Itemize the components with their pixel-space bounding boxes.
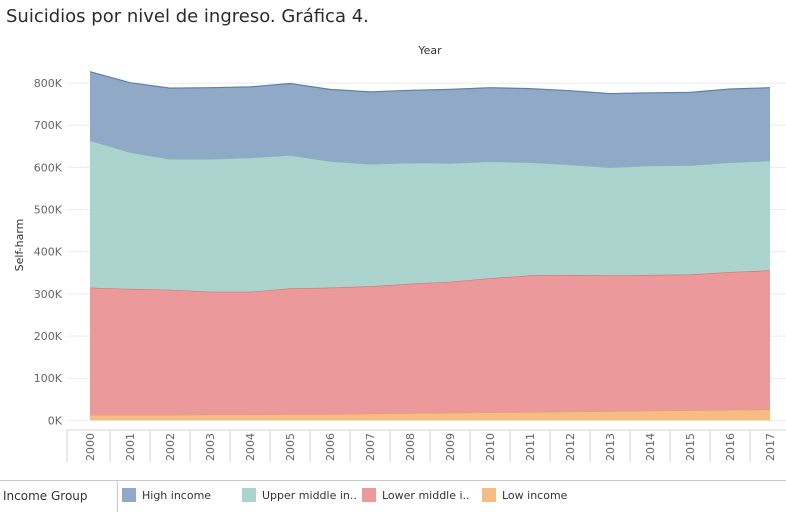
x-tick-label: 2016 [724, 433, 737, 461]
legend-label: Lower middle i.. [382, 488, 470, 502]
area-lower-middle-income [90, 270, 770, 415]
x-tick-label: 2014 [644, 433, 657, 461]
y-tick-label: 800K [34, 77, 63, 90]
x-tick-label: 2001 [124, 433, 137, 461]
x-tick-label: 2009 [444, 433, 457, 461]
x-tick-label: 2013 [604, 433, 617, 461]
x-axis-title: Year [417, 44, 442, 57]
x-tick-label: 2007 [364, 433, 377, 461]
y-tick-label: 400K [34, 246, 63, 259]
area-high-income [90, 71, 770, 168]
legend-item-lower-middle-income[interactable]: Lower middle i.. [362, 487, 470, 503]
x-tick-label: 2017 [764, 433, 777, 461]
x-tick-label: 2008 [404, 433, 417, 461]
x-tick-label: 2002 [164, 433, 177, 461]
y-tick-label: 100K [34, 372, 63, 385]
legend-item-low-income[interactable]: Low income [482, 487, 567, 503]
area-chart: 0K 100K 200K 300K 400K 500K 600K 700K 800K Self-h… [13, 44, 786, 462]
x-tick-label: 2015 [684, 433, 697, 461]
legend-label: Low income [502, 488, 568, 502]
x-tick-label: 2000 [84, 433, 97, 461]
legend-label: Upper middle in.. [262, 488, 357, 502]
legend-swatch [362, 488, 376, 502]
x-tick-label: 2003 [204, 433, 217, 461]
x-tick-label: 2012 [564, 433, 577, 461]
legend-swatch [242, 488, 256, 502]
y-tick-label: 500K [34, 204, 63, 217]
x-tick-label: 2005 [284, 433, 297, 461]
x-tick-label: 2010 [484, 433, 497, 461]
legend: Income Group High income Upper middle in… [0, 480, 786, 512]
x-tick-label: 2011 [524, 433, 537, 461]
y-tick-label: 600K [34, 161, 63, 174]
x-tick-label: 2004 [244, 433, 257, 461]
y-axis-title: Self-harm [13, 219, 26, 272]
legend-item-upper-middle-income[interactable]: Upper middle in.. [242, 487, 357, 503]
y-tick-label: 700K [34, 119, 63, 132]
x-tick-label: 2006 [324, 433, 337, 461]
legend-title: Income Group [0, 481, 118, 512]
area-upper-middle-income [90, 140, 770, 292]
chart-title: Suicidios por nivel de ingreso. Gráfica … [6, 6, 369, 27]
area-low-income [90, 409, 770, 421]
y-tick-label: 200K [34, 330, 63, 343]
area-line-high-income [89, 71, 771, 95]
legend-swatch [122, 488, 136, 502]
legend-label: High income [142, 488, 212, 502]
y-tick-label: 300K [34, 288, 63, 301]
legend-swatch [482, 488, 496, 502]
y-tick-label: 0K [48, 414, 63, 427]
legend-item-high-income[interactable]: High income [122, 487, 211, 503]
